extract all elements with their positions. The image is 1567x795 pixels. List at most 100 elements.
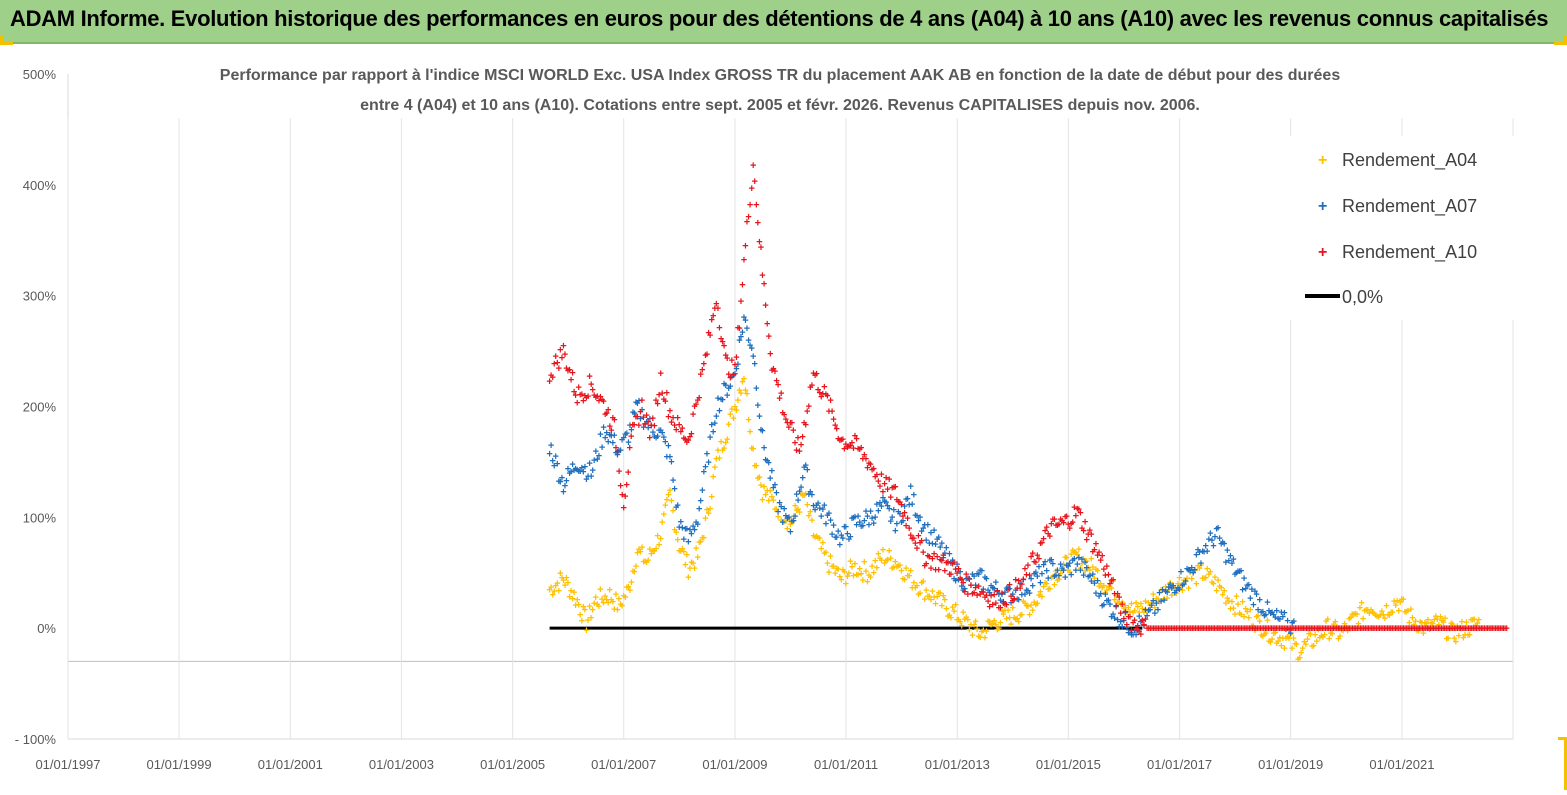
data-point: + bbox=[939, 600, 945, 612]
data-point: + bbox=[1205, 623, 1211, 635]
data-point: + bbox=[880, 493, 886, 505]
legend-label-zero: 0,0% bbox=[1342, 287, 1383, 307]
data-point: + bbox=[1239, 585, 1245, 597]
data-point: + bbox=[657, 534, 663, 546]
data-point: + bbox=[1233, 591, 1239, 603]
data-point: + bbox=[945, 556, 951, 568]
data-point: + bbox=[705, 508, 711, 520]
data-point: + bbox=[748, 343, 754, 355]
data-point: + bbox=[1328, 628, 1334, 640]
data-point: + bbox=[758, 480, 764, 492]
data-point: + bbox=[988, 590, 994, 602]
data-point: + bbox=[670, 413, 676, 425]
data-point: + bbox=[1379, 606, 1385, 618]
data-point: + bbox=[1087, 525, 1093, 537]
data-point: + bbox=[1085, 572, 1091, 584]
data-point: + bbox=[659, 517, 665, 529]
data-point: + bbox=[752, 461, 758, 473]
data-point: + bbox=[1321, 629, 1327, 641]
data-point: + bbox=[1287, 623, 1293, 635]
data-point: + bbox=[861, 449, 867, 461]
data-point: + bbox=[917, 538, 923, 550]
data-point: + bbox=[994, 586, 1000, 598]
data-point: + bbox=[806, 489, 812, 501]
data-point: + bbox=[1295, 623, 1301, 635]
data-point: + bbox=[1488, 623, 1494, 635]
data-point: + bbox=[792, 511, 798, 523]
data-point: + bbox=[920, 523, 926, 535]
data-point: + bbox=[701, 358, 707, 370]
data-point: + bbox=[1286, 633, 1292, 645]
data-point: + bbox=[929, 538, 935, 550]
data-point: + bbox=[773, 487, 779, 499]
data-point: + bbox=[1442, 623, 1448, 635]
data-point: + bbox=[884, 501, 890, 513]
data-point: + bbox=[554, 357, 560, 369]
data-point: + bbox=[721, 379, 727, 391]
data-point: + bbox=[1391, 596, 1397, 608]
data-point: + bbox=[1281, 623, 1287, 635]
data-point: + bbox=[577, 389, 583, 401]
data-point: + bbox=[1358, 597, 1364, 609]
data-point: + bbox=[952, 564, 958, 576]
data-point: + bbox=[1260, 623, 1266, 635]
data-point: + bbox=[571, 387, 577, 399]
data-point: + bbox=[1453, 623, 1459, 635]
data-point: + bbox=[1012, 614, 1018, 626]
data-point: + bbox=[1278, 641, 1284, 653]
data-point: + bbox=[1332, 617, 1338, 629]
data-point: + bbox=[1405, 606, 1411, 618]
data-point: + bbox=[1094, 550, 1100, 562]
data-point: + bbox=[1169, 583, 1175, 595]
data-point: + bbox=[685, 536, 691, 548]
data-point: + bbox=[1411, 623, 1417, 635]
data-point: + bbox=[1361, 605, 1367, 617]
data-point: + bbox=[752, 176, 758, 188]
data-point: + bbox=[653, 543, 659, 555]
data-point: + bbox=[824, 510, 830, 522]
data-point: + bbox=[588, 613, 594, 625]
data-point: + bbox=[1082, 516, 1088, 528]
data-point: + bbox=[1415, 626, 1421, 638]
data-point: + bbox=[588, 471, 594, 483]
data-point: + bbox=[1043, 578, 1049, 590]
data-point: + bbox=[1253, 623, 1259, 635]
data-point: + bbox=[881, 558, 887, 570]
data-point: + bbox=[1211, 623, 1217, 635]
data-point: + bbox=[988, 580, 994, 592]
data-point: + bbox=[920, 576, 926, 588]
data-point: + bbox=[878, 469, 884, 481]
data-point: + bbox=[1239, 596, 1245, 608]
data-point: + bbox=[1410, 623, 1416, 635]
data-point: + bbox=[1039, 591, 1045, 603]
data-point: + bbox=[742, 385, 748, 397]
data-point: + bbox=[645, 555, 651, 567]
data-point: + bbox=[670, 475, 676, 487]
data-point: + bbox=[1104, 595, 1110, 607]
data-point: + bbox=[761, 443, 767, 455]
data-point: + bbox=[1245, 623, 1251, 635]
x-tick-label: 01/01/2021 bbox=[1369, 757, 1434, 772]
data-point: + bbox=[962, 587, 968, 599]
data-point: + bbox=[1456, 623, 1462, 635]
data-point: + bbox=[1101, 600, 1107, 612]
data-point: + bbox=[596, 450, 602, 462]
data-point: + bbox=[1056, 574, 1062, 586]
data-point: + bbox=[671, 525, 677, 537]
data-point: + bbox=[628, 577, 634, 589]
data-point: + bbox=[766, 495, 772, 507]
data-point: + bbox=[574, 464, 580, 476]
data-point: + bbox=[1278, 607, 1284, 619]
data-point: + bbox=[1365, 605, 1371, 617]
data-point: + bbox=[897, 509, 903, 521]
data-point: + bbox=[1028, 573, 1034, 585]
data-point: + bbox=[786, 512, 792, 524]
data-point: + bbox=[1356, 623, 1362, 635]
report-title: ADAM Informe. Evolution historique des p… bbox=[10, 6, 1549, 31]
data-point: + bbox=[1110, 609, 1116, 621]
data-point: + bbox=[1145, 597, 1151, 609]
data-point: + bbox=[1008, 591, 1014, 603]
data-point: + bbox=[1232, 623, 1238, 635]
legend-item-a04: + Rendement_A04 bbox=[1318, 150, 1477, 171]
data-point: + bbox=[659, 427, 665, 439]
